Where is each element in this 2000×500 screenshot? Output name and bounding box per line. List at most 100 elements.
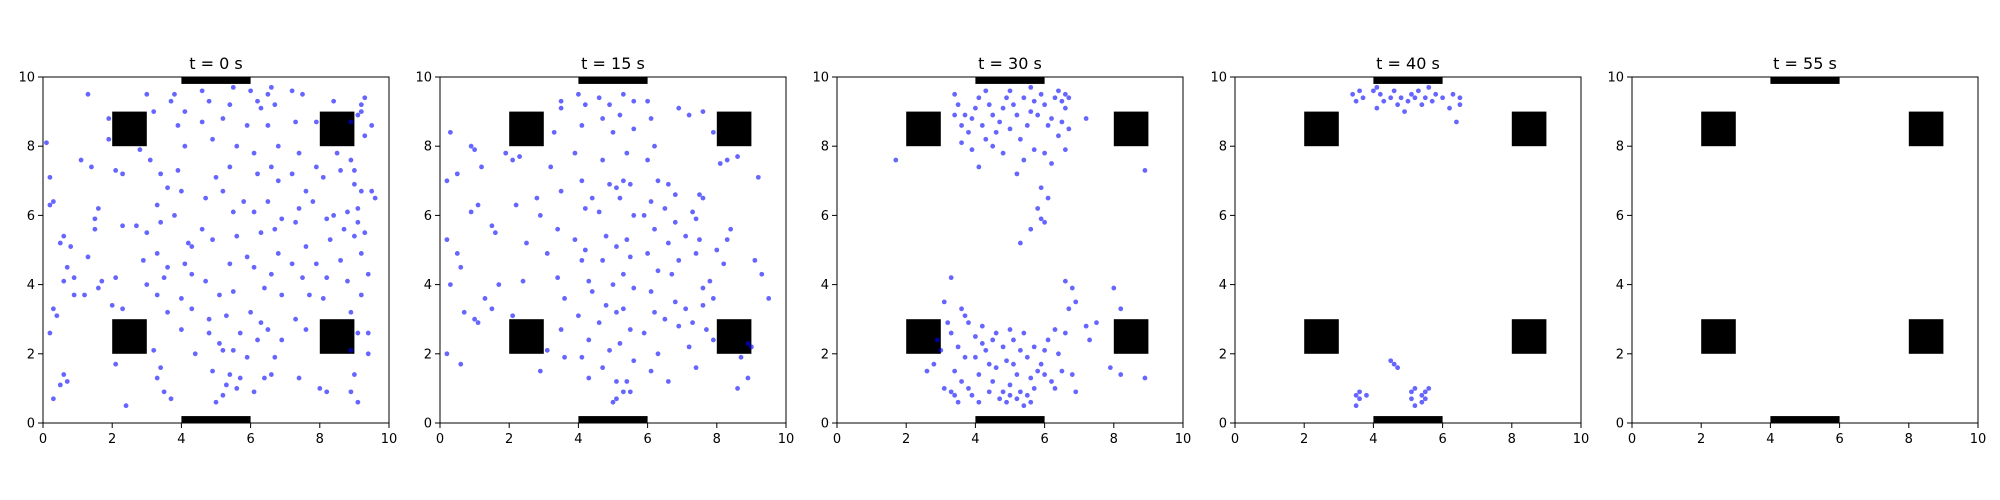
data-point bbox=[175, 123, 181, 128]
y-tick-label: 8 bbox=[1616, 140, 1624, 155]
data-point bbox=[1021, 330, 1027, 336]
data-point bbox=[586, 278, 592, 284]
data-point bbox=[1017, 389, 1023, 395]
data-point bbox=[1042, 219, 1047, 225]
data-point bbox=[1028, 109, 1034, 114]
data-point bbox=[496, 282, 502, 287]
data-point bbox=[745, 375, 751, 381]
data-point bbox=[648, 289, 654, 294]
data-point bbox=[1429, 98, 1435, 104]
data-point bbox=[154, 202, 160, 208]
data-point bbox=[1011, 361, 1016, 367]
y-tick-label: 2 bbox=[1616, 347, 1624, 362]
data-point bbox=[255, 171, 260, 177]
exit bbox=[578, 416, 648, 423]
data-point bbox=[265, 123, 271, 128]
data-point bbox=[990, 112, 996, 118]
data-point bbox=[272, 226, 278, 232]
data-point bbox=[78, 157, 84, 163]
data-point bbox=[579, 257, 585, 263]
data-point bbox=[358, 109, 364, 114]
data-point bbox=[1045, 195, 1051, 201]
data-point bbox=[952, 368, 958, 374]
data-point bbox=[57, 382, 63, 388]
data-point bbox=[1004, 95, 1009, 101]
data-point bbox=[627, 389, 633, 395]
data-point bbox=[1426, 84, 1432, 90]
data-point bbox=[255, 337, 260, 343]
data-point bbox=[728, 226, 734, 232]
data-point bbox=[934, 337, 940, 343]
data-point bbox=[617, 341, 623, 346]
data-point bbox=[676, 323, 682, 329]
data-point bbox=[717, 161, 723, 166]
data-point bbox=[444, 178, 450, 184]
data-point bbox=[220, 188, 226, 194]
data-point bbox=[355, 330, 361, 336]
data-point bbox=[517, 154, 522, 159]
data-point bbox=[1056, 88, 1061, 94]
data-point bbox=[172, 213, 177, 218]
y-tick-label: 6 bbox=[1616, 209, 1624, 224]
data-point bbox=[268, 84, 274, 90]
data-point bbox=[614, 379, 619, 384]
panel-title: t = 55 s bbox=[1773, 54, 1837, 73]
data-point bbox=[275, 251, 281, 256]
data-point bbox=[979, 123, 985, 128]
data-point bbox=[721, 261, 727, 267]
data-point bbox=[358, 188, 364, 194]
data-point bbox=[71, 275, 77, 281]
data-point bbox=[1374, 105, 1380, 111]
data-point bbox=[1357, 389, 1362, 395]
data-point bbox=[624, 379, 630, 384]
data-point bbox=[976, 399, 982, 405]
data-point bbox=[700, 302, 706, 308]
data-point bbox=[1412, 386, 1418, 391]
subplot-4: 0 2 4 6 8 10 0 2 4 6 8 10 t = 55 s bbox=[1607, 54, 1986, 447]
data-point bbox=[109, 302, 115, 308]
data-point bbox=[614, 396, 619, 402]
data-point bbox=[662, 206, 668, 211]
data-point bbox=[1409, 389, 1414, 395]
data-point bbox=[596, 209, 602, 215]
x-tick-label: 6 bbox=[643, 432, 651, 447]
data-point bbox=[966, 386, 971, 391]
data-point bbox=[648, 368, 654, 374]
data-point bbox=[352, 233, 357, 239]
x-tick-label: 0 bbox=[1231, 432, 1239, 447]
data-point bbox=[1377, 91, 1383, 97]
data-point bbox=[472, 316, 477, 322]
data-point bbox=[289, 88, 295, 94]
data-point bbox=[113, 361, 119, 367]
data-point bbox=[1049, 116, 1054, 121]
data-point bbox=[641, 330, 647, 336]
data-point bbox=[313, 164, 319, 170]
x-tick-label: 2 bbox=[108, 432, 116, 447]
data-point bbox=[227, 372, 233, 377]
data-point bbox=[655, 351, 661, 357]
data-point bbox=[1454, 119, 1459, 125]
data-point bbox=[1021, 403, 1027, 409]
data-point bbox=[766, 296, 772, 301]
data-point bbox=[334, 150, 340, 156]
data-point bbox=[95, 206, 101, 211]
data-point bbox=[68, 244, 74, 249]
data-point bbox=[199, 226, 205, 232]
data-point bbox=[57, 240, 63, 246]
data-point bbox=[1415, 88, 1421, 94]
x-tick-label: 10 bbox=[778, 432, 795, 447]
y-tick-label: 4 bbox=[1219, 278, 1227, 293]
data-point bbox=[1422, 389, 1428, 395]
data-point bbox=[199, 119, 205, 125]
data-point bbox=[265, 327, 271, 332]
data-point bbox=[341, 226, 347, 232]
data-point bbox=[1000, 344, 1006, 350]
subplot-3: 0 2 4 6 8 10 0 2 4 6 8 10 t = 40 s bbox=[1210, 54, 1589, 447]
data-point bbox=[693, 251, 699, 256]
data-point bbox=[513, 202, 519, 208]
x-tick-label: 4 bbox=[971, 432, 979, 447]
data-point bbox=[586, 375, 592, 381]
data-point bbox=[327, 237, 333, 243]
data-point bbox=[1374, 84, 1380, 90]
exit bbox=[975, 77, 1045, 84]
